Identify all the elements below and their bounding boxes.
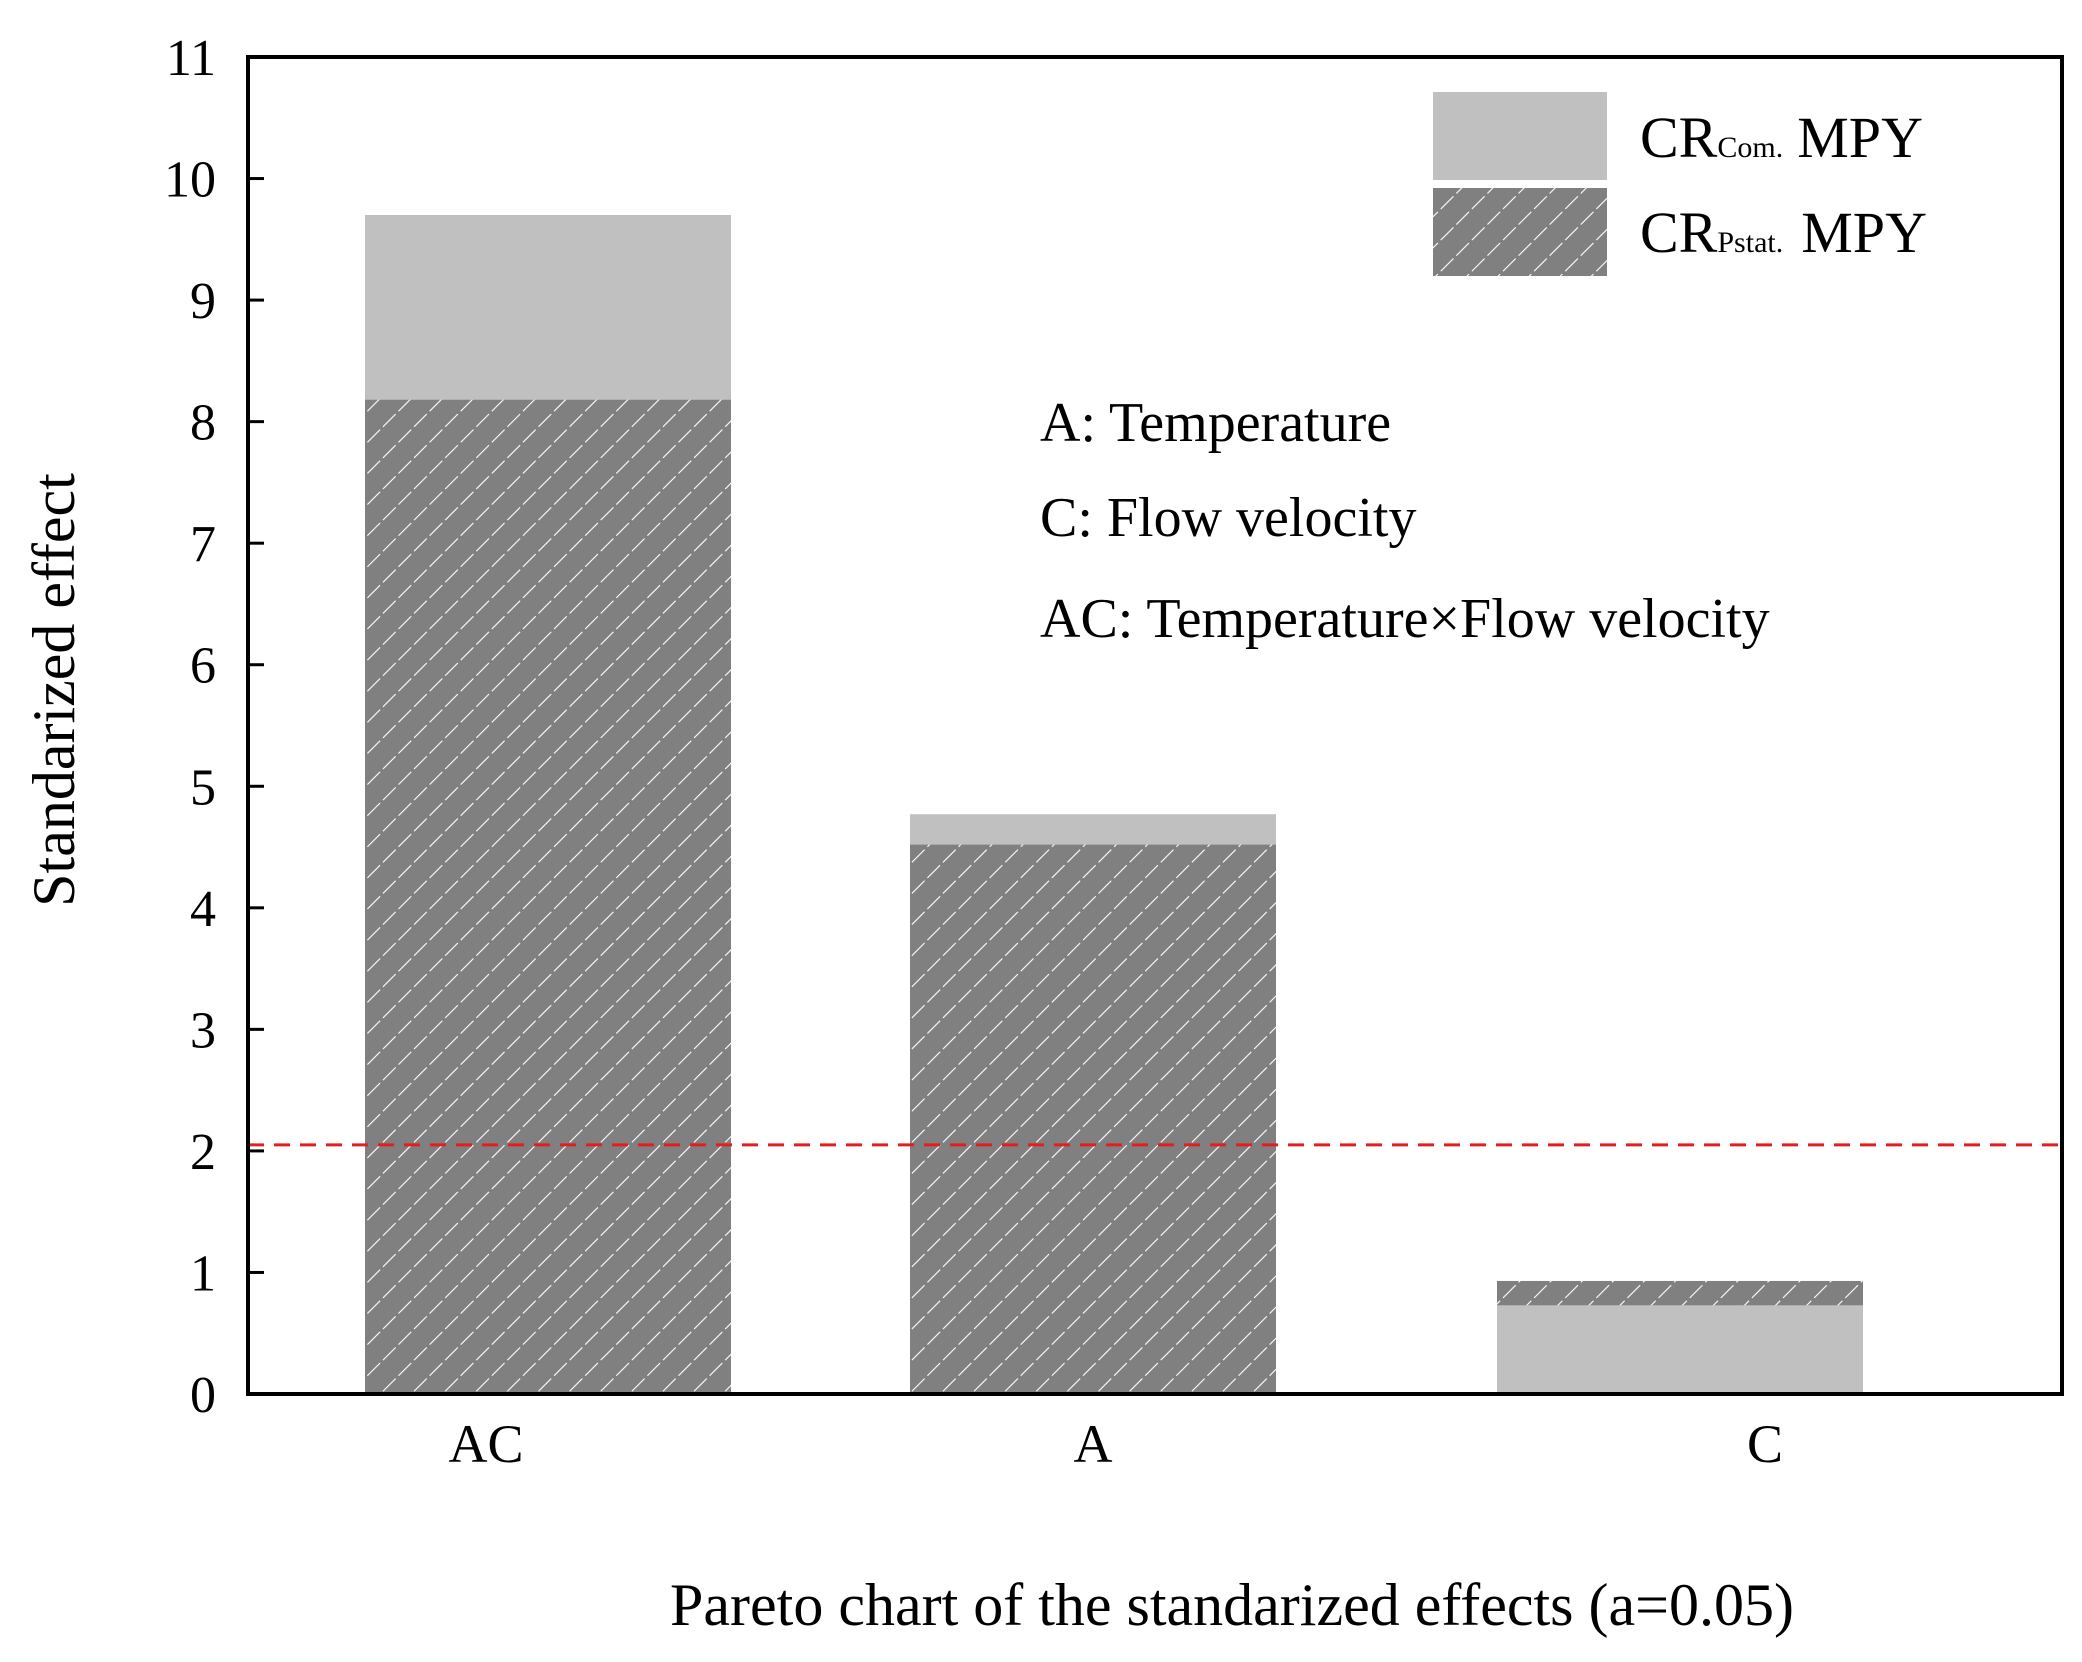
legend-swatch-com — [1433, 92, 1607, 180]
legend-label-pstat-tail: MPY — [1801, 200, 1927, 265]
factor-annotations: A: Temperature C: Flow velocity AC: Temp… — [1040, 392, 1770, 650]
annotation-flow-velocity: C: Flow velocity — [1040, 487, 1416, 549]
legend-label-pstat-sub: Pstat. — [1717, 226, 1783, 259]
x-category-label: C — [1747, 1414, 1783, 1474]
y-tick-label: 6 — [190, 638, 216, 695]
y-tick-label: 7 — [190, 516, 216, 573]
legend-label-com-tail: MPY — [1797, 105, 1923, 170]
x-axis-title: Pareto chart of the standarized effects … — [670, 1572, 1794, 1638]
y-tick-label: 8 — [190, 395, 216, 452]
legend: CRCom. MPY CRPstat. MPY — [1433, 92, 1927, 276]
y-tick-label: 4 — [190, 881, 216, 938]
y-tick-label: 2 — [190, 1124, 216, 1181]
plot-frame — [246, 55, 2064, 1396]
legend-label-com-main: CR — [1640, 105, 1718, 170]
x-categories: AC A C — [448, 1414, 1783, 1474]
y-axis-title: Standarized effect — [21, 473, 87, 907]
bar-ac-pstat — [365, 399, 731, 1394]
legend-label-com: CRCom. MPY — [1640, 105, 1923, 170]
legend-swatch-pstat — [1433, 188, 1607, 276]
bar-a-pstat — [910, 844, 1276, 1394]
legend-label-pstat-main: CR — [1640, 200, 1718, 265]
x-category-label: A — [1074, 1414, 1113, 1474]
x-category-label: AC — [448, 1414, 523, 1474]
annotation-temperature: A: Temperature — [1040, 392, 1391, 454]
y-tick-label: 1 — [190, 1245, 216, 1302]
y-ticks: 0 1 2 3 4 5 6 7 8 9 10 11 — [164, 30, 264, 1424]
y-tick-label: 11 — [166, 30, 216, 87]
y-tick-label: 9 — [190, 273, 216, 330]
bars-layer — [365, 215, 1863, 1395]
y-tick-label: 10 — [164, 152, 216, 209]
annotation-interaction: AC: Temperature×Flow velocity — [1040, 588, 1770, 650]
y-tick-label: 5 — [190, 759, 216, 816]
legend-label-pstat: CRPstat. MPY — [1640, 200, 1927, 265]
legend-label-com-sub: Com. — [1717, 131, 1783, 164]
bar-c-com — [1497, 1305, 1863, 1394]
y-tick-label: 0 — [190, 1367, 216, 1424]
y-tick-label: 3 — [190, 1002, 216, 1059]
